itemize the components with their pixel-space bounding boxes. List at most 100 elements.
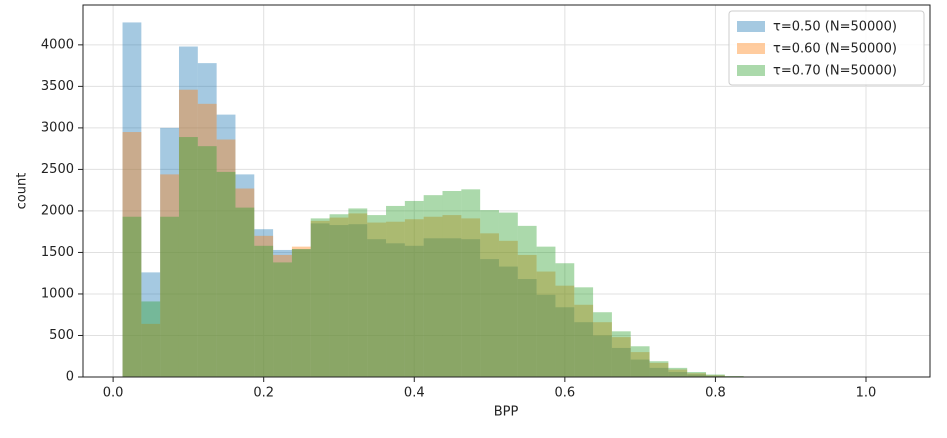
bar: [630, 359, 650, 377]
bar: [141, 272, 161, 377]
bar: [593, 312, 612, 377]
bar: [442, 238, 462, 377]
bar: [273, 249, 292, 377]
bar: [160, 174, 179, 377]
x-tick-label: 0.0: [103, 386, 124, 401]
bar: [536, 246, 556, 377]
y-tick-label: 3000: [41, 120, 74, 135]
bar: [254, 235, 274, 377]
bar: [404, 200, 424, 377]
bar: [498, 240, 518, 377]
y-tick-label: 500: [49, 328, 74, 343]
bar: [122, 22, 142, 377]
y-tick-label: 1000: [41, 286, 74, 301]
bar: [141, 323, 161, 377]
bar: [517, 254, 537, 377]
bar: [461, 239, 481, 377]
bar: [178, 46, 198, 378]
bar: [574, 304, 594, 377]
x-axis-label: BPP: [494, 405, 519, 420]
bar: [291, 249, 311, 377]
bar: [480, 210, 499, 377]
x-tick-label: 1.0: [856, 386, 877, 401]
legend-swatch: [737, 21, 765, 32]
bar: [555, 285, 575, 377]
y-tick-label: 4000: [41, 37, 74, 52]
bar: [536, 271, 556, 377]
bar: [367, 239, 387, 377]
bar: [235, 174, 255, 377]
bar: [122, 216, 142, 377]
bar: [668, 367, 688, 377]
bar: [310, 218, 330, 377]
bar: [517, 279, 537, 377]
legend-label: τ=0.60 (N=50000): [773, 42, 897, 57]
bar: [235, 207, 255, 377]
x-tick-label: 0.2: [253, 386, 274, 401]
bar: [574, 287, 594, 377]
bar: [329, 225, 349, 377]
bar: [555, 307, 575, 377]
bar: [273, 254, 292, 377]
y-tick-label: 2000: [41, 203, 74, 218]
legend-label: τ=0.70 (N=50000): [773, 64, 897, 79]
bar: [404, 245, 424, 377]
bar: [235, 188, 255, 377]
bar: [216, 114, 236, 377]
bar: [348, 213, 368, 377]
bar: [216, 139, 236, 377]
bar: [498, 266, 518, 377]
bar: [706, 374, 725, 377]
bar: [291, 246, 311, 377]
bar: [536, 294, 556, 377]
bar: [291, 249, 311, 377]
bar: [160, 127, 179, 378]
bar: [329, 217, 349, 377]
bar: [386, 205, 405, 377]
bar: [498, 212, 518, 377]
x-tick-label: 0.4: [404, 386, 425, 401]
bar: [216, 171, 236, 377]
y-tick-label: 0: [66, 370, 74, 385]
bar: [197, 146, 217, 377]
bar: [423, 216, 443, 377]
bar: [649, 362, 669, 377]
bar: [630, 352, 650, 377]
bar: [367, 222, 387, 377]
bar: [442, 215, 462, 377]
bar: [574, 322, 594, 377]
bar: [611, 331, 631, 377]
bar: [517, 225, 537, 377]
bar: [178, 89, 198, 378]
x-tick-label: 0.6: [555, 386, 576, 401]
y-axis-label: count: [15, 173, 30, 210]
x-tick-label: 0.8: [705, 386, 726, 401]
bar: [423, 238, 443, 377]
bar: [593, 322, 612, 377]
plot-frame: [82, 4, 931, 378]
legend-box: [728, 10, 925, 86]
bar: [423, 195, 443, 377]
bar: [442, 191, 462, 377]
bar: [273, 262, 292, 377]
bar: [386, 221, 405, 377]
bar: [668, 372, 688, 377]
bar: [367, 215, 387, 377]
bar: [611, 337, 631, 377]
bar: [310, 223, 330, 377]
bar: [649, 367, 669, 377]
bar: [687, 372, 707, 377]
bar: [348, 224, 368, 377]
bar: [687, 374, 707, 377]
bar: [160, 216, 179, 377]
bar: [141, 301, 161, 377]
legend-label: τ=0.50 (N=50000): [773, 20, 897, 35]
bar: [461, 189, 481, 377]
bar: [668, 369, 688, 377]
bar: [687, 373, 707, 377]
bar: [254, 229, 274, 377]
bar: [178, 137, 198, 377]
bar: [649, 361, 669, 377]
bar: [593, 335, 612, 377]
